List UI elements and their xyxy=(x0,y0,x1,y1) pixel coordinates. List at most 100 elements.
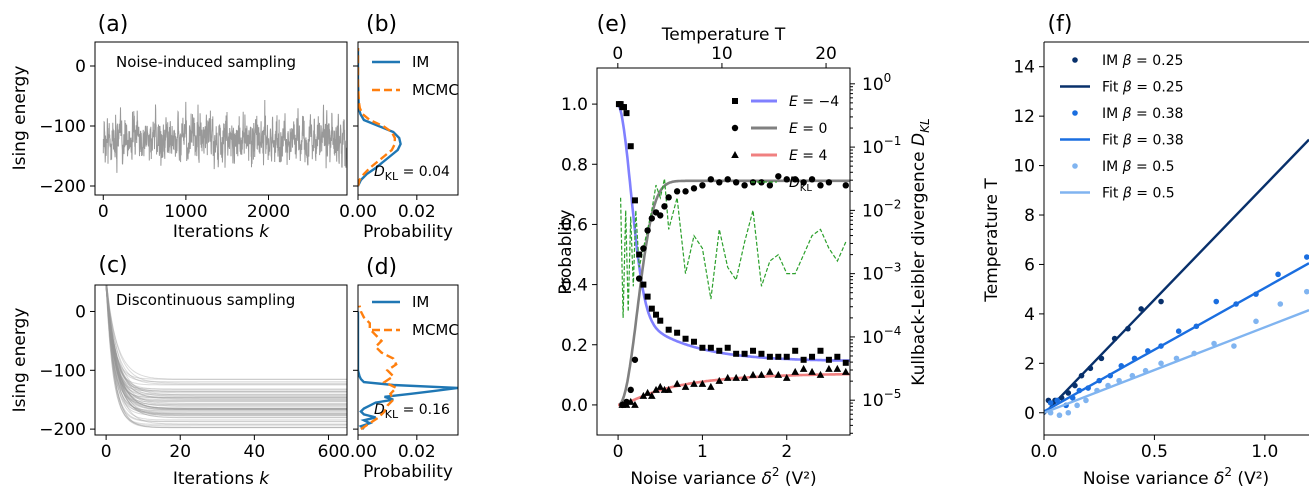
data-point xyxy=(741,350,748,357)
legend-label-part: E xyxy=(789,94,798,110)
data-point xyxy=(690,185,698,192)
relaxation-trace xyxy=(106,285,347,409)
relaxation-trace xyxy=(106,285,347,398)
trace-a xyxy=(102,99,347,173)
data-point xyxy=(808,367,816,375)
relaxation-trace xyxy=(105,285,347,390)
legend-label-part: = 0.5 xyxy=(1132,186,1175,202)
x-axis-label: Probability xyxy=(363,462,453,482)
relaxation-trace xyxy=(105,285,347,422)
annotation: Discontinuous sampling xyxy=(116,291,295,309)
right-y-tick-label-part: 10 xyxy=(862,201,884,221)
y-tick-label: 0.4 xyxy=(561,276,588,296)
data-point xyxy=(733,350,740,357)
y-tick-label: 0 xyxy=(75,57,86,77)
legend-marker xyxy=(731,151,739,158)
y-tick-label: −100 xyxy=(39,361,86,381)
im-distribution xyxy=(358,48,402,187)
top-x-tick-label: 10 xyxy=(711,44,733,64)
legend-label-im: IM xyxy=(412,53,429,71)
im-distribution xyxy=(358,311,458,430)
relaxation-trace xyxy=(106,285,347,421)
relaxation-trace xyxy=(105,287,347,418)
y-tick-label: −200 xyxy=(39,420,86,440)
legend-label: E = −4 xyxy=(789,94,839,110)
data-point xyxy=(648,391,656,399)
relaxation-trace xyxy=(105,287,347,415)
data-point xyxy=(707,176,715,183)
y-tick-label: 0.2 xyxy=(561,336,588,356)
data-point xyxy=(639,391,648,399)
x-tick-label: 0.00 xyxy=(339,442,377,462)
energy-trace xyxy=(102,99,347,173)
data-point xyxy=(766,182,774,189)
legend-label-part: E xyxy=(789,148,798,164)
fit-line xyxy=(1044,138,1309,415)
x-axis-label: Probability xyxy=(363,222,453,242)
top-x-tick-label: 20 xyxy=(815,44,837,64)
x-tick-label: 20 xyxy=(169,442,191,462)
data-point xyxy=(623,110,630,117)
legend-label-part: β xyxy=(1122,159,1132,175)
data-point xyxy=(707,382,715,390)
legend-marker xyxy=(732,98,738,104)
data-point xyxy=(758,350,765,357)
data-point xyxy=(648,215,656,222)
x-tick-label: 1 xyxy=(697,442,708,462)
x-axis-label-part: (V²) xyxy=(1232,469,1269,489)
legend-label-mcmc: MCMC xyxy=(412,81,459,99)
relaxation-trace xyxy=(105,286,347,395)
legend-label: E = 4 xyxy=(789,148,827,164)
data-point xyxy=(665,326,672,333)
relaxation-trace xyxy=(106,285,347,416)
x-axis-label-part: (V²) xyxy=(780,469,817,489)
data-point xyxy=(1065,409,1072,416)
data-point xyxy=(661,203,668,210)
data-point xyxy=(631,400,639,408)
relaxation-trace xyxy=(105,285,347,392)
y-tick-label: −100 xyxy=(39,117,86,137)
x-tick-label: 0.0 xyxy=(1030,442,1057,462)
right-y-axis-label-part: KL xyxy=(918,118,932,133)
trace-c xyxy=(105,285,347,429)
relaxation-trace xyxy=(105,285,347,410)
relaxation-trace xyxy=(106,285,347,425)
relaxation-trace xyxy=(105,285,347,409)
panel-label: (a) xyxy=(98,12,129,37)
relaxation-trace xyxy=(105,285,347,411)
relaxation-trace xyxy=(105,285,347,401)
x-axis-label-part: δ xyxy=(1214,469,1224,489)
relaxation-trace xyxy=(105,286,347,427)
legend-label-part: = 0 xyxy=(798,121,828,137)
panel-label: (c) xyxy=(98,253,127,278)
dkl-annotation: DKL = 0.16 xyxy=(374,402,450,421)
legend-label-part: β xyxy=(1122,53,1132,69)
data-point xyxy=(699,182,706,189)
y-tick-label: 12 xyxy=(1013,107,1035,127)
dkl-annotation-part: KL xyxy=(385,408,399,421)
plot-f xyxy=(1044,138,1309,419)
relaxation-trace xyxy=(106,285,347,416)
legend-label-part: IM xyxy=(1102,106,1123,122)
data-point xyxy=(825,356,832,363)
legend-label-part: Fit xyxy=(1102,186,1123,202)
x-tick-label: 0.00 xyxy=(339,202,377,222)
x-tick-label: 40 xyxy=(244,442,266,462)
dkl-annotation-part: = 0.04 xyxy=(398,164,450,180)
relaxation-trace xyxy=(105,287,347,407)
data-point xyxy=(834,353,841,360)
right-y-axis-label-part: Kullback-Leibler divergence xyxy=(909,146,929,386)
data-point xyxy=(617,101,624,108)
x-axis-label: Noise variance δ2 (V²) xyxy=(630,465,816,489)
relaxation-trace xyxy=(106,285,347,412)
data-point xyxy=(653,311,660,318)
data-point xyxy=(749,370,757,378)
right-y-tick-label-part: 10 xyxy=(862,391,884,411)
data-point xyxy=(724,344,731,351)
data-point xyxy=(783,176,790,183)
right-y-tick-label: 10−3 xyxy=(862,261,901,285)
legend-label: IM β = 0.5 xyxy=(1102,159,1175,175)
fit-line xyxy=(1044,262,1309,413)
data-point xyxy=(631,197,638,204)
